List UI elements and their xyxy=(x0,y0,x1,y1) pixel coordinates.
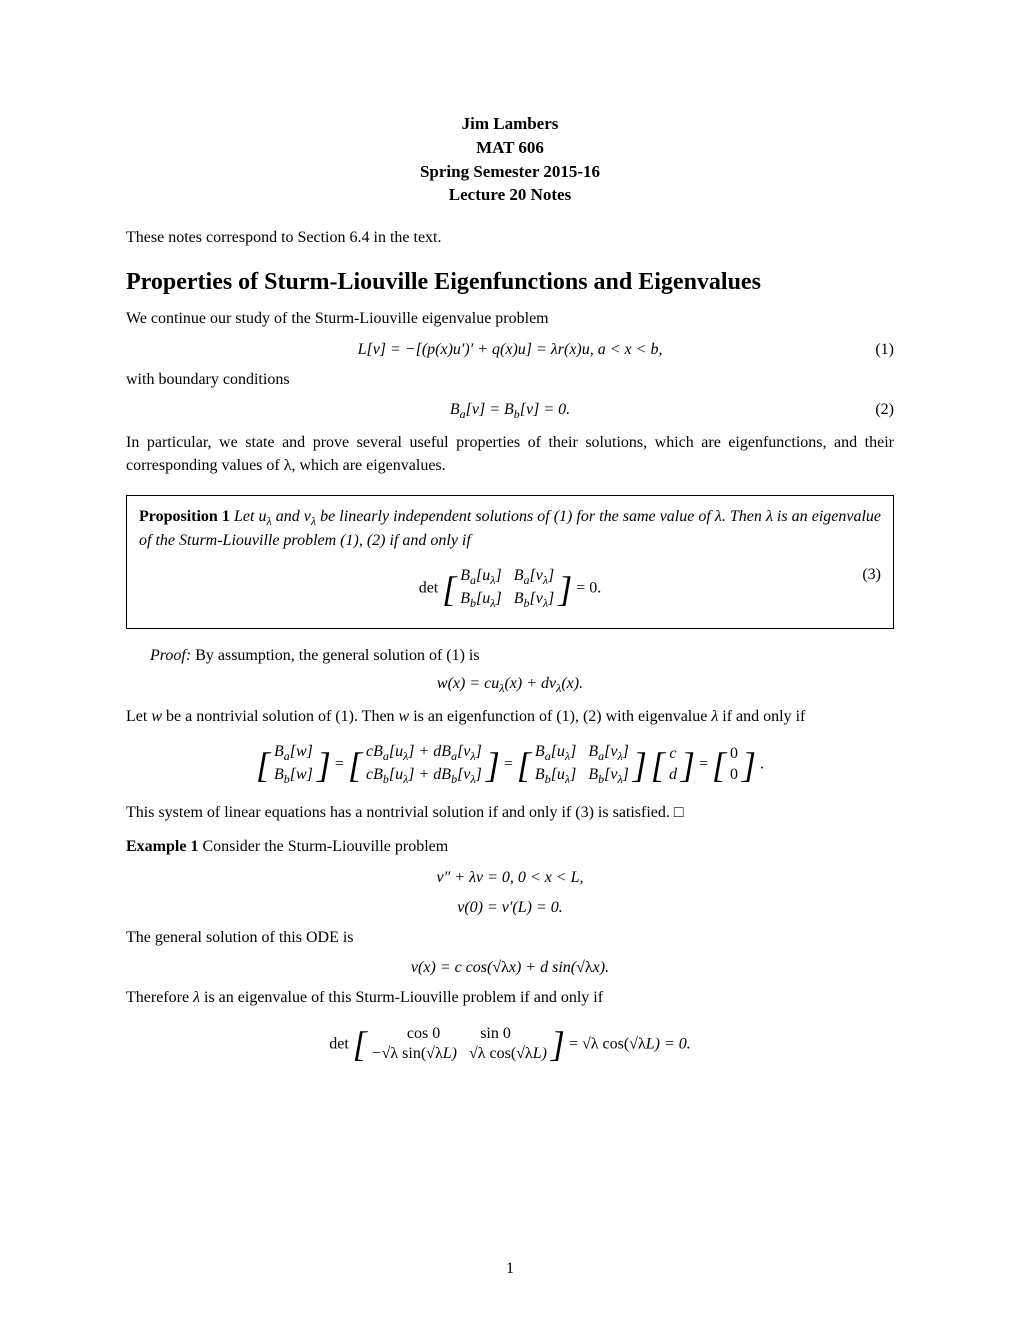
paragraph-1: We continue our study of the Sturm-Liouv… xyxy=(126,308,894,330)
example-eq-2: v(0) = v′(L) = 0. xyxy=(126,899,894,917)
paragraph-2: with boundary conditions xyxy=(126,369,894,391)
eq3-number: (3) xyxy=(862,566,881,584)
page-number: 1 xyxy=(506,1260,514,1278)
proof-line-1: Proof: By assumption, the general soluti… xyxy=(150,647,894,665)
eq1-number: (1) xyxy=(875,341,894,359)
eq2-number: (2) xyxy=(875,401,894,419)
section-title: Properties of Sturm-Liouville Eigenfunct… xyxy=(126,269,894,296)
document-header: Jim Lambers MAT 606 Spring Semester 2015… xyxy=(126,112,894,207)
equation-1: L[v] = −[(p(x)u′)′ + q(x)u] = λr(x)u, a … xyxy=(126,341,894,359)
proof-line-3: This system of linear equations has a no… xyxy=(126,802,894,824)
example-eq-1: v″ + λv = 0, 0 < x < L, xyxy=(126,869,894,887)
proposition-equation: det [ Ba[uλ] Ba[vλ] Bb[uλ] Bb[vλ] ] = 0.… xyxy=(139,566,881,612)
example-label: Example 1 xyxy=(126,838,198,855)
proof-matrix-eq: [ Ba[w] Bb[w] ] = [ cBa[uλ] + dBa[vλ] cB… xyxy=(126,742,894,788)
equation-2: Ba[v] = Bb[v] = 0. (2) xyxy=(126,401,894,422)
proposition-label: Proposition 1 xyxy=(139,508,230,525)
eq1-body: L[v] = −[(p(x)u′)′ + q(x)u] = λr(x)u, a … xyxy=(358,341,663,358)
example-line-3: Therefore λ is an eigenvalue of this Stu… xyxy=(126,987,894,1009)
example-line-2: The general solution of this ODE is xyxy=(126,927,894,949)
intro-text: These notes correspond to Section 6.4 in… xyxy=(126,229,894,247)
header-author: Jim Lambers xyxy=(126,112,894,136)
header-semester: Spring Semester 2015-16 xyxy=(126,160,894,184)
header-course: MAT 606 xyxy=(126,136,894,160)
paragraph-3: In particular, we state and prove severa… xyxy=(126,432,894,477)
proposition-box: Proposition 1 Let uλ and vλ be linearly … xyxy=(126,495,894,629)
proof-label: Proof: xyxy=(150,647,191,664)
proposition-statement: Proposition 1 Let uλ and vλ be linearly … xyxy=(139,506,881,552)
example-line-1: Example 1 Consider the Sturm-Liouville p… xyxy=(126,836,894,858)
example-det-eq: det [ cos 0 sin 0 −√λ sin(√λL) √λ cos(√λ… xyxy=(126,1024,894,1066)
page: Jim Lambers MAT 606 Spring Semester 2015… xyxy=(0,0,1020,1320)
proof-line-2: Let w be a nontrivial solution of (1). T… xyxy=(126,706,894,728)
example-eq-3: v(x) = c cos(√λx) + d sin(√λx). xyxy=(126,959,894,977)
proof-eq-w: w(x) = cuλ(x) + dvλ(x). xyxy=(126,675,894,696)
header-lecture: Lecture 20 Notes xyxy=(126,183,894,207)
